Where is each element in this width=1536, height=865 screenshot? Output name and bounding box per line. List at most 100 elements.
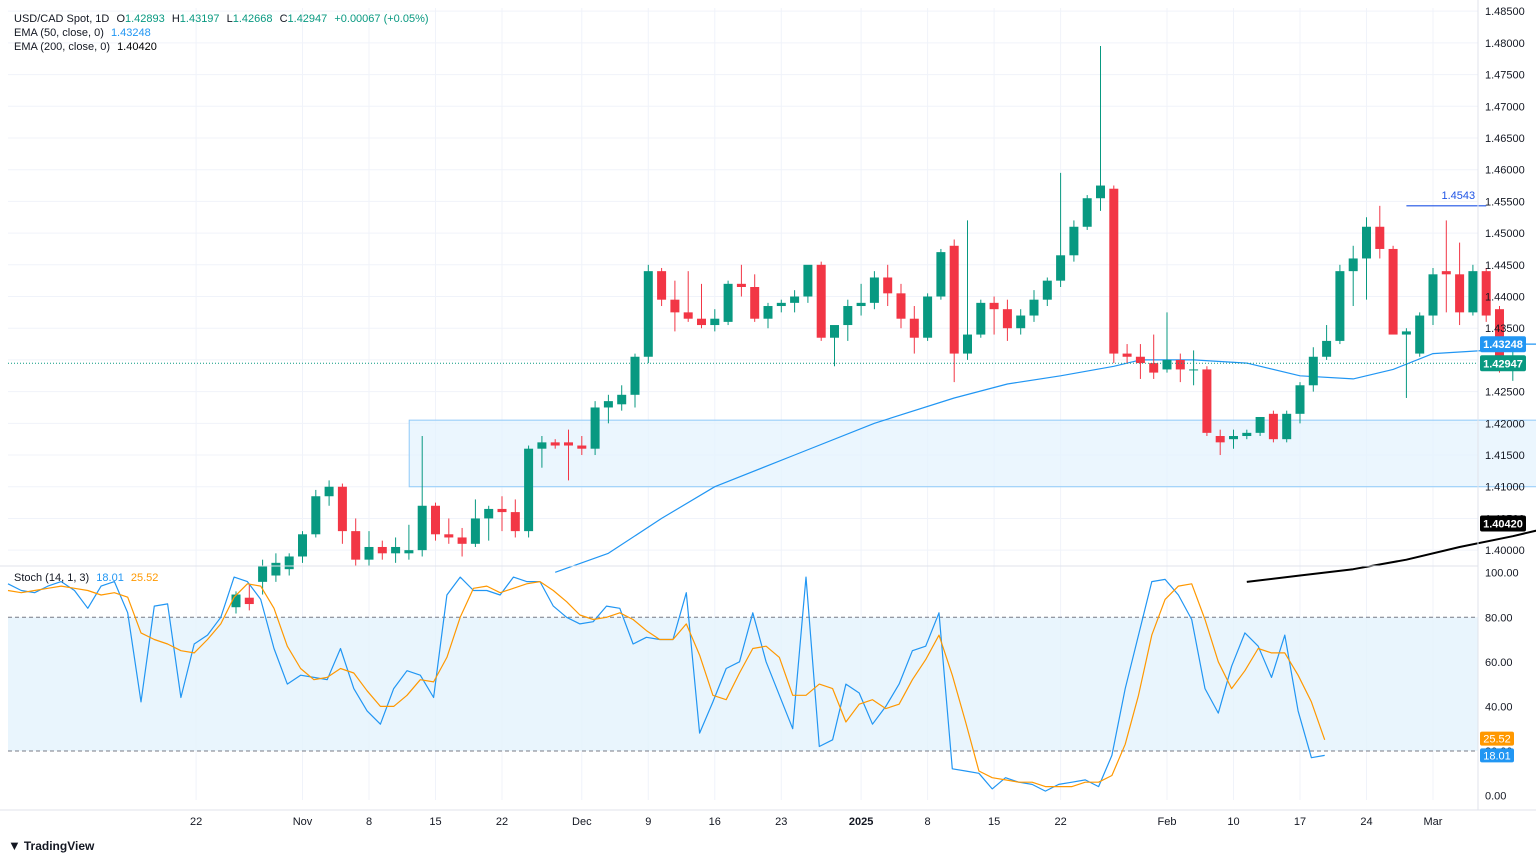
- candle-body: [736, 283, 746, 287]
- candle: [457, 527, 467, 557]
- candle: [484, 505, 494, 541]
- candle-body: [949, 245, 959, 354]
- close-value: 1.42947: [287, 13, 328, 25]
- candle: [470, 499, 480, 547]
- candle: [1175, 353, 1185, 383]
- candle-body: [1268, 413, 1278, 440]
- candle-body: [497, 508, 507, 513]
- candle-body: [830, 325, 839, 338]
- candle-body: [630, 356, 640, 395]
- stoch-tick-label: 0.00: [1485, 791, 1506, 803]
- high-label: H: [171, 13, 180, 25]
- candle-body: [896, 293, 906, 319]
- candle-body: [550, 442, 560, 446]
- candle-body: [1242, 432, 1252, 437]
- candle-body: [577, 445, 587, 449]
- time-tick-label: Dec: [572, 816, 592, 828]
- stoch-tick-label: 40.00: [1485, 701, 1513, 713]
- price-tick-label: 1.48500: [1485, 6, 1525, 18]
- candle-body: [790, 296, 800, 303]
- candle-body: [1335, 271, 1345, 341]
- candle: [1268, 410, 1278, 443]
- candle-body: [963, 334, 972, 354]
- candle: [1016, 309, 1026, 335]
- candle: [697, 283, 706, 329]
- candle-body: [1069, 226, 1079, 256]
- tradingview-mark-icon: ▼: [8, 838, 21, 853]
- candle: [1428, 267, 1438, 326]
- candle-body: [683, 312, 693, 319]
- candle: [1468, 264, 1478, 316]
- price-tick-label: 1.41500: [1485, 450, 1525, 462]
- candle: [617, 385, 627, 411]
- candle: [723, 280, 733, 326]
- candle: [391, 537, 401, 563]
- price-tick-label: 1.42500: [1485, 387, 1525, 399]
- stoch-band: [8, 617, 1478, 751]
- candle: [630, 353, 640, 408]
- ema200-layer: [1246, 529, 1536, 583]
- candle-body: [1322, 340, 1332, 357]
- candle: [710, 309, 720, 332]
- candle: [1135, 344, 1145, 379]
- candle: [1029, 290, 1039, 322]
- candle: [244, 585, 254, 611]
- candle-body: [1149, 363, 1159, 373]
- candle: [763, 302, 773, 329]
- stoch-legend: Stoch (14, 1, 3) 18.01 25.52: [14, 572, 158, 585]
- candle: [1002, 299, 1012, 341]
- candle-body: [909, 318, 919, 338]
- support-zone: [408, 419, 1536, 488]
- candle: [590, 401, 600, 456]
- candle-body: [524, 448, 534, 532]
- stoch-d-badge-text: 25.52: [1483, 734, 1511, 746]
- low-value: 1.42668: [232, 13, 273, 25]
- candle-body: [510, 512, 520, 532]
- candle: [1348, 245, 1358, 307]
- candle-body: [590, 407, 600, 449]
- candle-body: [1388, 248, 1398, 335]
- ema50-legend: EMA (50, close, 0) 1.43248: [14, 27, 151, 40]
- ema50-value: 1.43248: [110, 27, 151, 39]
- candle-body: [1308, 356, 1318, 386]
- candle-body: [1175, 359, 1185, 370]
- candle: [989, 296, 999, 335]
- time-tick-label: 9: [645, 816, 651, 828]
- candle-body: [936, 252, 946, 297]
- candle-body: [1481, 271, 1491, 316]
- candle: [1282, 410, 1292, 443]
- open-value: 1.42893: [125, 13, 165, 25]
- candle-body: [1428, 274, 1438, 316]
- candle-body: [484, 508, 494, 519]
- ema200-line: [1246, 529, 1536, 583]
- time-tick-label: Nov: [293, 816, 313, 828]
- time-tick-label: 24: [1360, 816, 1372, 828]
- price-tick-label: 1.48000: [1485, 38, 1525, 50]
- candle: [843, 299, 853, 341]
- tradingview-logo[interactable]: ▼ TradingView: [8, 838, 94, 853]
- ema200-label: EMA (200, close, 0): [14, 41, 110, 53]
- candle: [963, 220, 972, 360]
- stoch-k-badge-text: 18.01: [1483, 750, 1511, 762]
- candle: [643, 264, 653, 364]
- candle-body: [1401, 331, 1411, 335]
- candle: [883, 264, 893, 307]
- level-line-layer: 1.4543: [1406, 190, 1487, 207]
- candle-body: [617, 394, 627, 405]
- low-label: L: [226, 13, 233, 25]
- candle: [909, 306, 919, 354]
- candle: [1415, 312, 1425, 357]
- candle: [271, 553, 281, 582]
- time-tick-label: 23: [775, 816, 787, 828]
- candle-body: [723, 283, 733, 322]
- candle-body: [1162, 359, 1172, 370]
- time-tick-label: 8: [366, 816, 372, 828]
- ema200-legend: EMA (200, close, 0) 1.40420: [14, 41, 157, 54]
- time-tick-label: Feb: [1158, 816, 1177, 828]
- time-tick-label: 15: [429, 816, 441, 828]
- candle-body: [883, 277, 893, 294]
- candle-body: [537, 442, 547, 449]
- candle-body: [923, 296, 933, 338]
- candle: [351, 518, 361, 566]
